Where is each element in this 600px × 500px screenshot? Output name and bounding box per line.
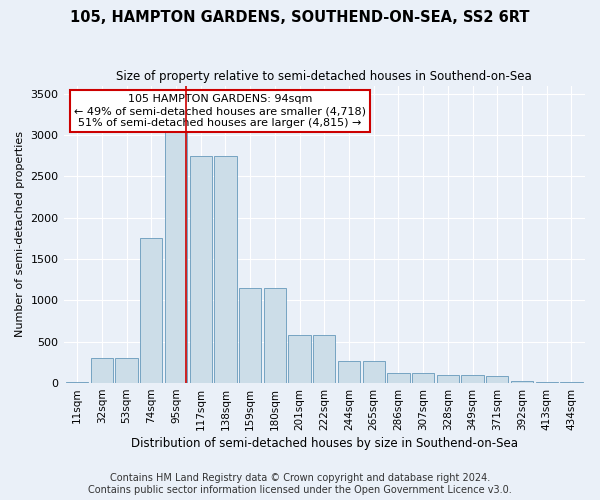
- Text: 105 HAMPTON GARDENS: 94sqm
← 49% of semi-detached houses are smaller (4,718)
51%: 105 HAMPTON GARDENS: 94sqm ← 49% of semi…: [74, 94, 366, 128]
- Bar: [289, 335, 311, 383]
- Bar: [461, 375, 484, 383]
- Bar: [560, 382, 583, 383]
- Bar: [313, 335, 335, 383]
- Bar: [214, 156, 236, 383]
- Bar: [338, 361, 360, 383]
- X-axis label: Distribution of semi-detached houses by size in Southend-on-Sea: Distribution of semi-detached houses by …: [131, 437, 518, 450]
- Bar: [511, 380, 533, 383]
- Bar: [437, 375, 459, 383]
- Bar: [165, 98, 187, 383]
- Bar: [190, 156, 212, 383]
- Text: 105, HAMPTON GARDENS, SOUTHEND-ON-SEA, SS2 6RT: 105, HAMPTON GARDENS, SOUTHEND-ON-SEA, S…: [70, 10, 530, 25]
- Bar: [115, 358, 137, 383]
- Bar: [264, 288, 286, 383]
- Bar: [66, 382, 88, 383]
- Bar: [239, 288, 261, 383]
- Bar: [412, 373, 434, 383]
- Text: Contains HM Land Registry data © Crown copyright and database right 2024.
Contai: Contains HM Land Registry data © Crown c…: [88, 474, 512, 495]
- Bar: [362, 361, 385, 383]
- Y-axis label: Number of semi-detached properties: Number of semi-detached properties: [15, 132, 25, 338]
- Bar: [387, 373, 410, 383]
- Bar: [140, 238, 163, 383]
- Title: Size of property relative to semi-detached houses in Southend-on-Sea: Size of property relative to semi-detach…: [116, 70, 532, 83]
- Bar: [486, 376, 508, 383]
- Bar: [91, 358, 113, 383]
- Bar: [536, 382, 558, 383]
